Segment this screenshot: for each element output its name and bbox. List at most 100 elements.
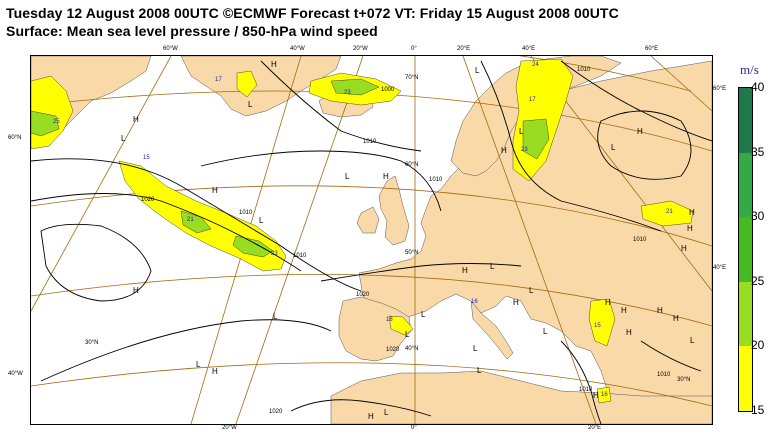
- wind-value-label: 18: [386, 317, 393, 323]
- legend-unit: m/s: [740, 62, 759, 77]
- isobar-value-label: 1020: [269, 409, 283, 415]
- bottom-lon-label: 0°: [411, 425, 417, 431]
- longitude-line: [235, 56, 364, 424]
- isobar-line: [290, 399, 432, 417]
- italy-landmass: [470, 300, 514, 360]
- legend-band: [739, 281, 752, 347]
- wind-value-label: 23: [271, 251, 278, 257]
- left-lat-label: 60°N: [8, 135, 22, 141]
- legend-tick-label: 15: [751, 403, 765, 417]
- isobar-value-label: 1010: [363, 139, 377, 145]
- isobar-value-label: 1010: [293, 253, 307, 259]
- longitude-line: [650, 56, 712, 112]
- great-britain-landmass: [378, 175, 410, 246]
- wind-20-25-area: [232, 235, 274, 258]
- wind-value-label: 24: [532, 62, 539, 68]
- north-africa-landmass: [330, 370, 712, 424]
- wind-value-label: 23: [521, 147, 528, 153]
- wind-20-25-area: [31, 110, 60, 137]
- bottom-lon-label: 20°E: [588, 425, 602, 431]
- legend-tick-label: 30: [751, 209, 765, 224]
- wind-15-20-area: [388, 315, 414, 336]
- isobar-value-label: 1010: [239, 210, 253, 216]
- isobar-value-label: 1010: [429, 177, 443, 183]
- legend-tick-label: 25: [751, 273, 765, 288]
- right-lon-label: 40°E: [713, 265, 727, 271]
- map-subtitle: Surface: Mean sea level pressure / 850-h…: [6, 23, 378, 39]
- isobar-value-label: 1000: [381, 87, 395, 93]
- isobar-line: [320, 263, 522, 282]
- low-pressure-marker: L: [529, 286, 534, 295]
- latitude-line: [31, 362, 712, 407]
- low-pressure-marker: L: [384, 408, 389, 417]
- bottom-lon-label: 20°W: [222, 425, 237, 431]
- longitude-line: [462, 56, 597, 424]
- legend-band: [739, 152, 752, 218]
- wind-speed-layer: [31, 58, 694, 404]
- high-pressure-marker: H: [689, 208, 695, 217]
- ireland-landmass: [356, 206, 380, 234]
- longitude-line: [31, 56, 172, 312]
- legend-tick-label: 20: [751, 338, 765, 353]
- wind-value-labels: 25 17 23 21 23 15 18 16 17 23 24 21 15 1…: [53, 62, 673, 398]
- high-pressure-marker: H: [383, 172, 389, 181]
- isobar-line: [260, 60, 422, 152]
- low-pressure-marker: L: [273, 312, 278, 321]
- top-lon-label: 0°: [411, 46, 417, 52]
- map-panel: 70°N 60°N 50°N 40°N 30°N 30°N 1010 1000 …: [30, 55, 713, 425]
- latitude-line: [141, 56, 692, 92]
- top-lon-label: 60°E: [645, 46, 659, 52]
- high-pressure-marker: H: [212, 367, 218, 376]
- isobar-value-label: 1020: [386, 347, 400, 353]
- isobar-line: [597, 110, 692, 180]
- pressure-centres: H H H H H H H H H H H H H H H H H H H H: [121, 60, 695, 421]
- low-pressure-marker: L: [121, 134, 126, 143]
- lat-label: 60°N: [405, 162, 418, 168]
- high-pressure-marker: H: [626, 328, 632, 337]
- europe-landmass: [358, 60, 712, 424]
- wind-value-label: 15: [594, 323, 601, 329]
- isobar-line: [640, 340, 702, 372]
- top-lon-label: 20°W: [353, 46, 368, 52]
- isobar-line: [31, 158, 362, 292]
- wind-20-25-area: [330, 78, 380, 96]
- wind-15-20-area: [236, 70, 258, 98]
- low-pressure-marker: L: [690, 336, 695, 345]
- map-canvas: 70°N 60°N 50°N 40°N 30°N 30°N 1010 1000 …: [31, 56, 712, 424]
- legend-tick-label: 35: [751, 144, 765, 159]
- lat-label: 30°N: [85, 340, 98, 346]
- isobar-value-label: 1020: [356, 292, 370, 298]
- low-pressure-marker: L: [345, 172, 350, 181]
- isobar-value-label: 1010: [577, 67, 591, 73]
- high-pressure-marker: H: [605, 298, 611, 307]
- lat-label: 30°N: [677, 377, 690, 383]
- wind-15-20-area: [596, 386, 612, 404]
- high-pressure-marker: H: [212, 186, 218, 195]
- lat-label: 70°N: [405, 75, 418, 81]
- isobar-line: [560, 340, 602, 424]
- scandinavia-landmass: [450, 56, 622, 177]
- iberia-landmass: [338, 296, 412, 362]
- isobar-value-label: 1020: [141, 197, 155, 203]
- isobar-value-label: 1010: [579, 387, 593, 393]
- low-pressure-marker: L: [196, 360, 201, 369]
- high-pressure-marker: H: [368, 412, 374, 421]
- high-pressure-marker: H: [657, 306, 663, 315]
- top-lon-label: 20°E: [457, 46, 471, 52]
- low-pressure-marker: L: [490, 262, 495, 271]
- wind-value-label: 17: [529, 97, 536, 103]
- isobar-line: [40, 319, 332, 382]
- wind-15-20-area: [588, 298, 616, 347]
- wind-20-25-area: [522, 118, 550, 160]
- top-lon-label: 60°W: [163, 46, 178, 52]
- low-pressure-marker: L: [519, 127, 524, 136]
- high-pressure-marker: H: [593, 391, 599, 400]
- wind-value-label: 15: [143, 155, 150, 161]
- low-pressure-marker: L: [611, 143, 616, 152]
- high-pressure-marker: H: [133, 115, 139, 124]
- isobar-line: [40, 223, 152, 302]
- low-pressure-marker: L: [473, 344, 478, 353]
- left-lon-label: 40°W: [8, 371, 23, 377]
- isobar-line: [200, 150, 442, 212]
- high-pressure-marker: H: [133, 286, 139, 295]
